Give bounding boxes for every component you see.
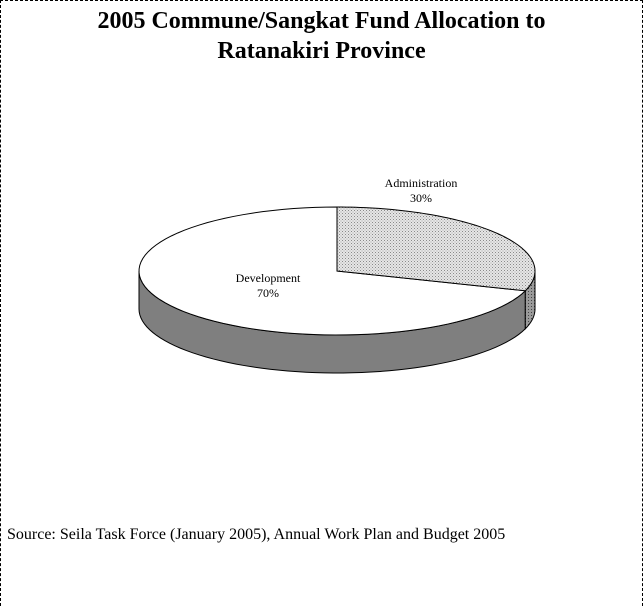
development-label: Development (236, 271, 301, 285)
development-percent: 70% (257, 286, 279, 300)
administration-slice (336, 206, 536, 292)
administration-percent: 30% (410, 191, 432, 205)
title-line-2: Ratanakiri Province (217, 38, 426, 64)
source-note: Source: Seila Task Force (January 2005),… (7, 526, 506, 543)
title-line-1: 2005 Commune/Sangkat Fund Allocation to (97, 8, 546, 34)
administration-label: Administration (385, 176, 458, 190)
chart-title: 2005 Commune/Sangkat Fund Allocation to … (0, 6, 643, 66)
pie-group (138, 206, 536, 374)
development-slice (138, 206, 527, 336)
